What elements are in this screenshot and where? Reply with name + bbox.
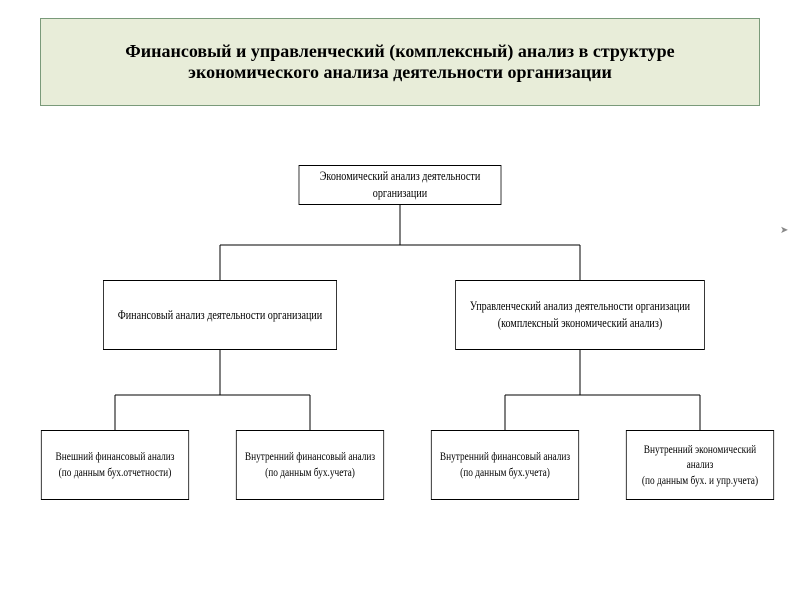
node-r2-line1: Внутренний экономический анализ: [631, 442, 768, 473]
page-title: Финансовый и управленческий (комплексный…: [40, 18, 760, 106]
node-l2: Внутренний финансовый анализ (по данным …: [236, 430, 384, 500]
node-l2-line2: (по данным бух.учета): [265, 465, 355, 481]
node-root: Экономический анализ деятельности органи…: [299, 165, 502, 205]
node-l2-line1: Внутренний финансовый анализ: [245, 449, 375, 465]
node-l1-line2: (по данным бух.отчетности): [59, 465, 172, 481]
node-r2: Внутренний экономический анализ (по данн…: [626, 430, 774, 500]
node-l1-line1: Внешний финансовый анализ: [56, 449, 175, 465]
node-l1: Внешний финансовый анализ (по данным бух…: [41, 430, 189, 500]
node-r1-line2: (по данным бух.учета): [460, 465, 550, 481]
node-r1: Внутренний финансовый анализ (по данным …: [431, 430, 579, 500]
node-r1-line1: Внутренний финансовый анализ: [440, 449, 570, 465]
node-root-line1: Экономический анализ деятельности органи…: [304, 168, 496, 202]
node-r2-line2: (по данным бух. и упр.учета): [642, 473, 758, 489]
node-left: Финансовый анализ деятельности организац…: [103, 280, 337, 350]
node-right: Управленческий анализ деятельности орган…: [455, 280, 705, 350]
node-left-line1: Финансовый анализ деятельности организац…: [118, 307, 322, 324]
node-right-line1: Управленческий анализ деятельности орган…: [470, 298, 690, 315]
caret-icon: ➤: [780, 225, 788, 236]
node-right-line2: (комплексный экономический анализ): [498, 315, 662, 332]
